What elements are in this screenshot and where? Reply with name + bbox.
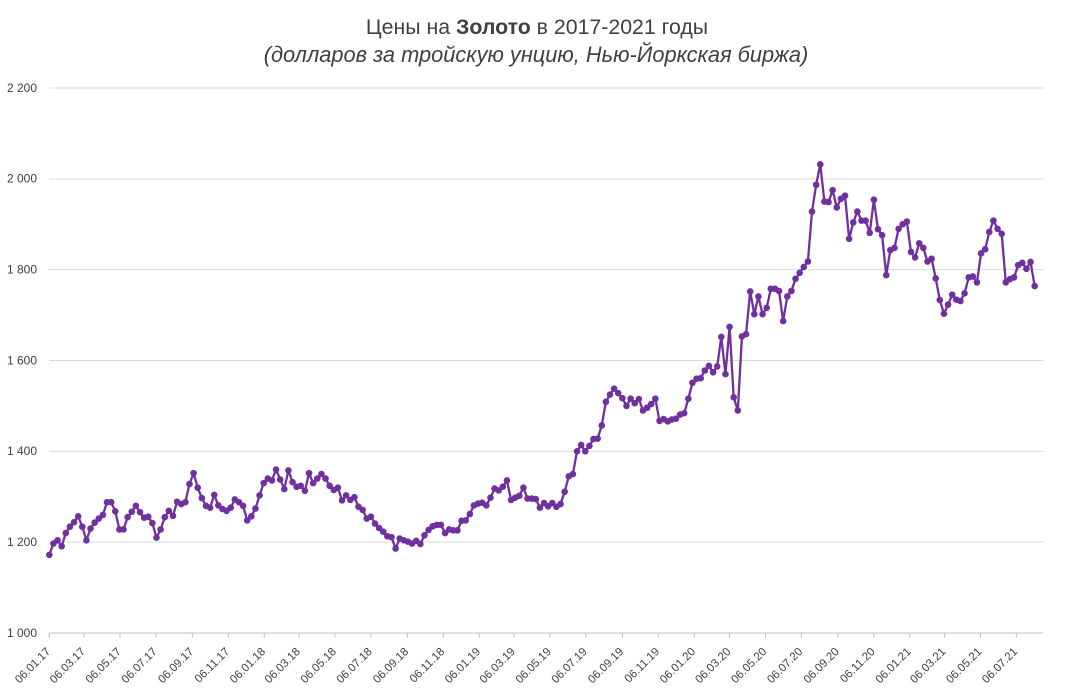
svg-text:1 400: 1 400 [7, 444, 37, 458]
svg-text:Цены на Золото в 2017-2021 год: Цены на Золото в 2017-2021 годы [366, 15, 708, 39]
svg-text:2 200: 2 200 [7, 81, 37, 95]
svg-text:2 000: 2 000 [7, 172, 37, 186]
svg-text:1 600: 1 600 [7, 353, 37, 367]
svg-text:1 200: 1 200 [7, 535, 37, 549]
svg-text:(долларов за тройскую унцию, Н: (долларов за тройскую унцию, Нью-Йоркска… [264, 41, 809, 67]
svg-text:1 000: 1 000 [7, 626, 37, 640]
svg-text:1 800: 1 800 [7, 263, 37, 277]
